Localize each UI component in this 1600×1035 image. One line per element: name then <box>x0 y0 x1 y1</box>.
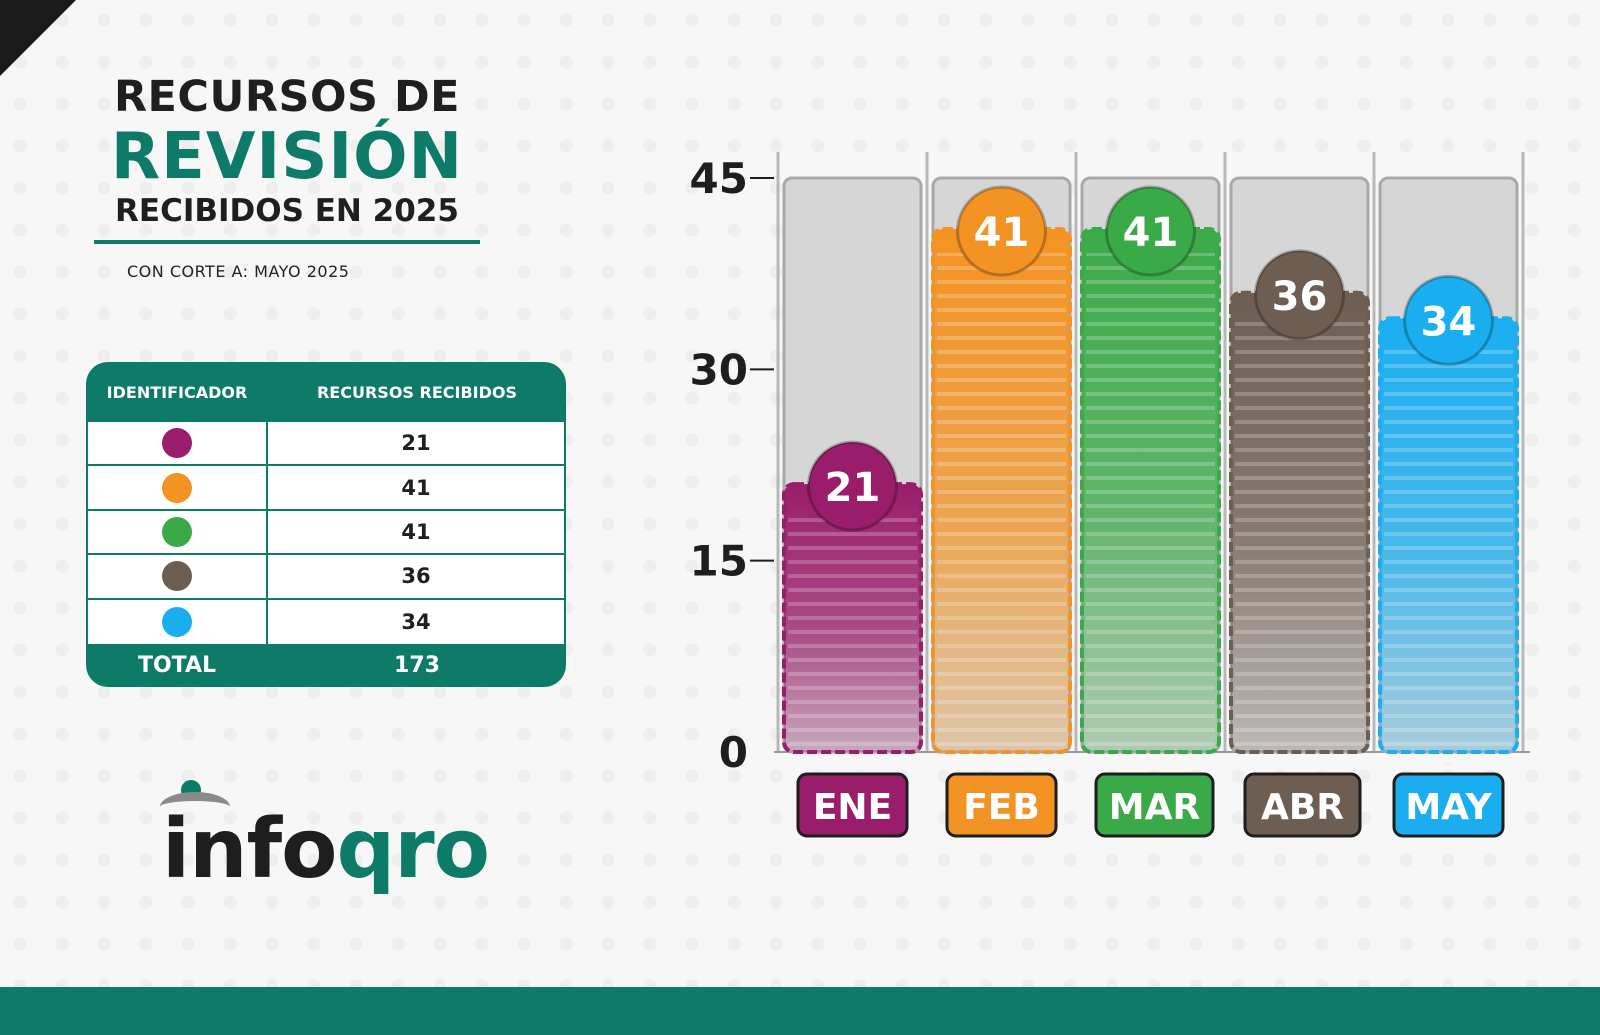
table-row: 41 <box>88 510 564 556</box>
footer-bar <box>0 987 1600 1035</box>
summary-table: IDENTIFICADOR RECURSOS RECIBIDOS 21 41 4… <box>86 362 566 687</box>
value-bubble <box>807 440 898 532</box>
title-underline <box>94 240 480 244</box>
identifier-dot <box>162 561 192 592</box>
value-bubble <box>1105 185 1196 277</box>
title-line-1: RECURSOS DE <box>113 72 461 122</box>
header-recursos: RECURSOS RECIBIDOS <box>316 382 518 402</box>
row-value: 36 <box>401 564 431 589</box>
x-tick-label: FEB <box>963 787 1040 828</box>
data-label: 41 <box>1123 210 1179 256</box>
value-bubble <box>956 185 1047 277</box>
bar-stripes <box>1384 342 1513 750</box>
table-body: 21 41 41 36 34 <box>88 422 564 644</box>
corner-decoration <box>0 0 76 76</box>
y-tick-label: 15 <box>690 537 748 586</box>
logo-text-part1: info <box>162 802 337 897</box>
table-row: 21 <box>88 422 564 467</box>
identifier-dot <box>162 606 192 637</box>
category-pill <box>1392 772 1505 838</box>
subtitle: CON CORTE A: MAYO 2025 <box>127 262 350 281</box>
total-label: TOTAL <box>137 653 217 678</box>
table-row: 41 <box>88 466 564 511</box>
x-tick-label: MAR <box>1109 787 1200 828</box>
row-value: 34 <box>401 609 431 634</box>
bar-stripes <box>788 508 917 750</box>
data-label: 36 <box>1272 274 1328 320</box>
category-pill <box>796 772 909 838</box>
identifier-dot <box>162 472 192 503</box>
identifier-dot <box>162 428 192 459</box>
bar-stripes <box>1235 316 1364 750</box>
total-value: 173 <box>394 653 440 678</box>
bar-stripes <box>937 253 1066 750</box>
data-label: 34 <box>1421 299 1477 345</box>
row-value: 41 <box>401 475 431 500</box>
header-identificador: IDENTIFICADOR <box>106 382 248 402</box>
value-bubble <box>1403 274 1494 366</box>
y-tick-label: 30 <box>690 345 748 394</box>
value-bubble <box>1254 249 1345 341</box>
title-line-3: RECIBIDOS EN 2025 <box>115 193 459 229</box>
logo-text-part2: qro <box>336 802 490 897</box>
y-tick-label: 0 <box>719 728 748 777</box>
category-pill <box>1243 772 1362 838</box>
title-block: RECURSOS DE REVISIÓN RECIBIDOS EN 2025 <box>94 72 480 230</box>
bar-stripes <box>1086 253 1215 750</box>
x-tick-label: ENE <box>813 787 892 828</box>
title-line-2: REVISIÓN <box>110 120 464 194</box>
category-pill <box>945 772 1058 838</box>
x-tick-label: ABR <box>1261 787 1344 828</box>
identifier-dot <box>162 516 192 547</box>
category-pill <box>1094 772 1215 838</box>
y-tick-label: 45 <box>690 154 748 203</box>
row-value: 21 <box>401 431 431 456</box>
infoqro-logo: infoqro <box>160 780 520 900</box>
data-label: 41 <box>974 210 1030 256</box>
x-tick-label: MAY <box>1405 787 1492 828</box>
row-value: 41 <box>401 519 431 544</box>
data-label: 21 <box>825 465 881 511</box>
table-total: TOTAL 173 <box>86 644 566 687</box>
table-header: IDENTIFICADOR RECURSOS RECIBIDOS <box>86 362 566 422</box>
table-row: 36 <box>88 555 564 600</box>
table-row: 34 <box>88 599 564 644</box>
logo-arc-icon <box>160 792 230 822</box>
